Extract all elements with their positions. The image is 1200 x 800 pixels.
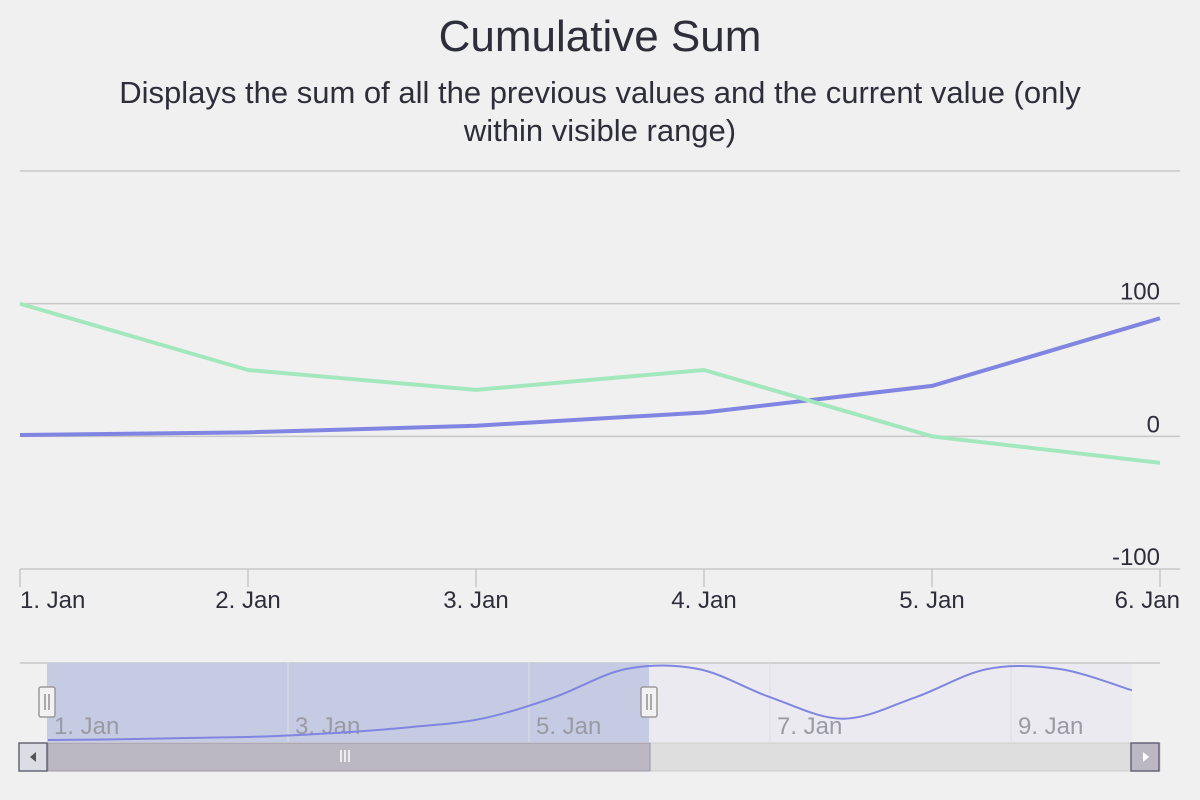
navigator-selected-range[interactable] [47,663,649,742]
navigator-x-label: 9. Jan [1018,713,1083,740]
y-tick-label: 100 [1120,279,1160,306]
series-line-2[interactable] [19,301,1161,465]
scrollbar-left-button[interactable] [18,742,48,772]
handle-body[interactable] [38,686,56,718]
navigator[interactable]: 1. Jan 3. Jan 5. Jan 7. Jan 9. Jan [20,662,1200,742]
arrow-left-icon [30,752,36,762]
chart-title: Cumulative Sum [438,12,762,61]
y-tick-label: -100 [1112,544,1160,571]
y-axis-labels: -100 0 100 [1112,279,1160,571]
grid-lines [20,170,1180,570]
chart-subtitle: Displays the sum of all the previous val… [119,75,1081,148]
scrollbar[interactable] [18,742,1161,772]
navigator-x-label: 3. Jan [295,713,360,740]
x-tick-label: 6. Jan [1115,587,1180,614]
x-tick-label: 4. Jan [671,587,736,614]
navigator-right-handle[interactable] [640,686,658,718]
navigator-series-line [47,664,1133,741]
handle-body[interactable] [640,686,658,718]
series-lines[interactable] [19,301,1161,465]
arrow-right-icon [1143,752,1149,762]
x-tick-label: 3. Jan [443,587,508,614]
x-tick-label: 2. Jan [215,587,280,614]
navigator-left-handle[interactable] [38,686,56,718]
series-line-1[interactable] [19,316,1161,438]
x-tick-label: 5. Jan [899,587,964,614]
scrollbar-right-button[interactable] [1130,742,1160,772]
y-tick-label: 0 [1147,411,1160,438]
navigator-x-label: 1. Jan [54,713,119,740]
navigator-x-label: 5. Jan [536,713,601,740]
x-tick-label: 1. Jan [20,587,85,614]
x-axis: 1. Jan 2. Jan 3. Jan 4. Jan 5. Jan 6. Jan [19,569,1180,614]
